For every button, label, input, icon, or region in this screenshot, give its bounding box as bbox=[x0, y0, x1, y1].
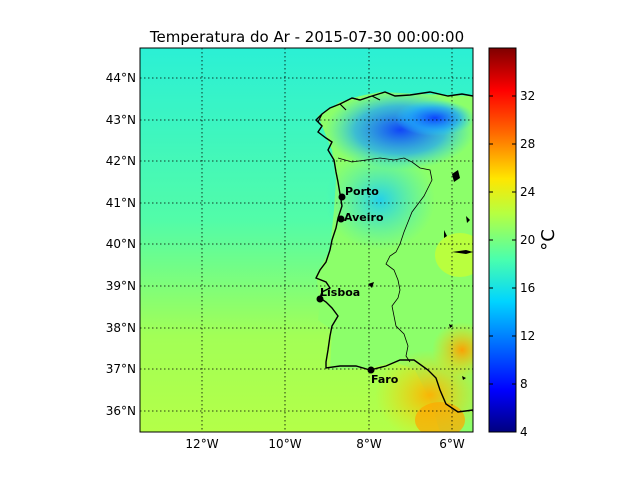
lat-label-38: 38°N bbox=[106, 321, 136, 335]
lat-label-36: 36°N bbox=[106, 404, 136, 418]
colorbar: 32 28 24 20 16 12 8 4 °C bbox=[488, 47, 559, 439]
city-aveiro-label: Aveiro bbox=[344, 211, 384, 224]
city-faro: Faro bbox=[367, 366, 399, 386]
warm-zone-southeast bbox=[432, 322, 473, 378]
hot-spot-south bbox=[415, 402, 465, 432]
lon-labels: 12°W 10°W 8°W 6°W bbox=[185, 437, 464, 451]
colorbar-unit-label: °C bbox=[538, 229, 559, 251]
city-faro-label: Faro bbox=[371, 373, 399, 386]
city-porto-marker bbox=[338, 193, 346, 201]
colorbar-tick-4: 4 bbox=[520, 425, 528, 439]
warm-zone-east bbox=[435, 233, 473, 277]
map-title: Temperatura do Ar - 2015-07-30 00:00:00 bbox=[149, 28, 464, 46]
reservoir-2 bbox=[452, 170, 460, 182]
lat-label-39: 39°N bbox=[106, 279, 136, 293]
city-aveiro: Aveiro bbox=[337, 211, 384, 224]
reservoir-6 bbox=[449, 324, 453, 328]
cool-zone-center bbox=[325, 150, 435, 250]
lat-label-42: 42°N bbox=[106, 154, 136, 168]
city-porto: Porto bbox=[338, 185, 379, 201]
map-frame bbox=[139, 47, 474, 433]
colorbar-gradient bbox=[488, 47, 517, 433]
city-aveiro-marker bbox=[337, 215, 345, 223]
city-lisboa-label: Lisboa bbox=[320, 286, 360, 299]
lat-label-44: 44°N bbox=[106, 71, 136, 85]
lat-label-37: 37°N bbox=[106, 362, 136, 376]
city-porto-label: Porto bbox=[345, 185, 379, 198]
reservoir-4 bbox=[452, 250, 473, 254]
colorbar-tick-16: 16 bbox=[520, 281, 535, 295]
lon-label-10w: 10°W bbox=[268, 437, 301, 451]
city-lisboa-marker bbox=[316, 295, 324, 303]
coastline-north-detail bbox=[317, 95, 381, 123]
lat-label-43: 43°N bbox=[106, 113, 136, 127]
colorbar-tick-12: 12 bbox=[520, 329, 535, 343]
lat-label-40: 40°N bbox=[106, 237, 136, 251]
cold-zone-northeast bbox=[395, 100, 473, 136]
colorbar-tick-24: 24 bbox=[520, 185, 535, 199]
lon-label-12w: 12°W bbox=[185, 437, 218, 451]
country-border bbox=[337, 157, 433, 363]
reservoir-3 bbox=[466, 216, 470, 223]
temperature-field: Porto Aveiro Lisboa Faro bbox=[140, 48, 473, 432]
colorbar-tick-8: 8 bbox=[520, 377, 528, 391]
lat-label-41: 41°N bbox=[106, 196, 136, 210]
lon-label-8w: 8°W bbox=[356, 437, 382, 451]
lon-label-6w: 6°W bbox=[439, 437, 465, 451]
city-lisboa: Lisboa bbox=[316, 286, 360, 303]
reservoir-7 bbox=[462, 376, 466, 380]
lat-labels: 44°N 43°N 42°N 41°N 40°N 39°N 38°N 37°N … bbox=[106, 71, 136, 418]
colorbar-tick-28: 28 bbox=[520, 137, 535, 151]
colorbar-tick-32: 32 bbox=[520, 89, 535, 103]
colorbar-tick-20: 20 bbox=[520, 233, 535, 247]
city-faro-marker bbox=[367, 366, 375, 374]
reservoir-1 bbox=[444, 230, 447, 238]
colorbar-ticks bbox=[489, 95, 516, 385]
reservoir-5 bbox=[368, 282, 374, 288]
